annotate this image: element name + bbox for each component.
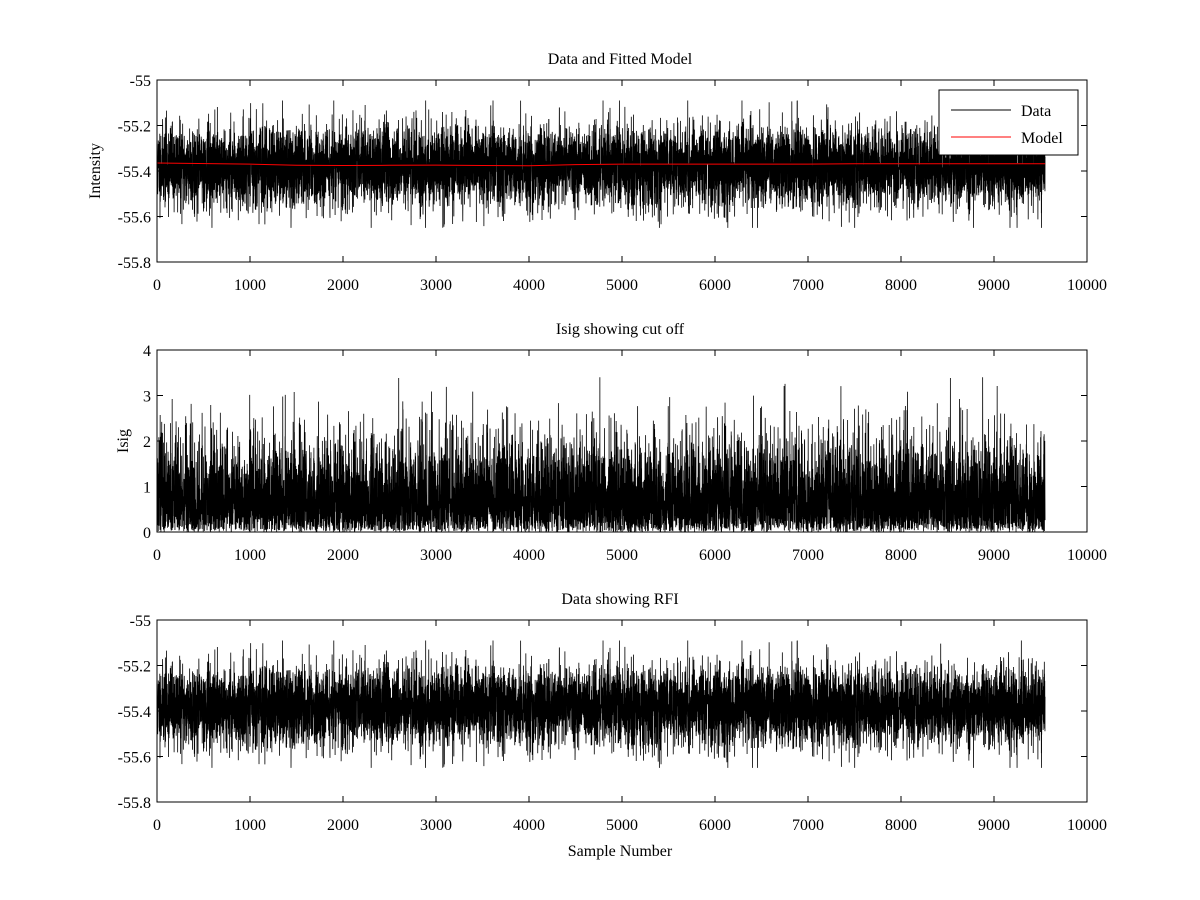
x-tick-label: 8000	[885, 277, 917, 294]
x-tick-label: 5000	[606, 277, 638, 294]
x-tick-label: 6000	[699, 277, 731, 294]
x-tick-label: 6000	[699, 817, 731, 834]
subplot-title: Data and Fitted Model	[548, 51, 693, 68]
series-model	[157, 162, 1046, 167]
subplot-title: Isig showing cut off	[556, 321, 685, 338]
legend-label-model: Model	[1021, 130, 1063, 147]
x-tick-label: 1000	[234, 817, 266, 834]
x-tick-label: 4000	[513, 277, 545, 294]
x-tick-label: 2000	[327, 817, 359, 834]
y-tick-label: -55.4	[118, 704, 151, 721]
y-tick-label: -55.2	[118, 119, 151, 136]
x-tick-label: 0	[153, 547, 161, 564]
x-tick-label: 10000	[1067, 817, 1107, 834]
y-tick-label: 3	[143, 389, 151, 406]
y-axis-label: Isig	[115, 429, 132, 453]
subplot-title: Data showing RFI	[561, 591, 678, 608]
x-tick-label: 0	[153, 817, 161, 834]
x-tick-label: 9000	[978, 547, 1010, 564]
x-tick-label: 1000	[234, 277, 266, 294]
y-tick-label: -55.6	[118, 210, 151, 227]
legend-box	[938, 89, 1079, 156]
x-tick-label: 1000	[234, 547, 266, 564]
series-isig	[157, 377, 1046, 532]
x-tick-label: 6000	[699, 547, 731, 564]
x-tick-label: 9000	[978, 277, 1010, 294]
x-tick-label: 8000	[885, 547, 917, 564]
y-tick-label: 0	[143, 525, 151, 542]
x-tick-label: 2000	[327, 547, 359, 564]
y-tick-label: -55.6	[118, 750, 151, 767]
y-tick-label: -55.2	[118, 659, 151, 676]
y-tick-label: -55	[130, 613, 151, 630]
subplot-data-and-fitted-model: Data and Fitted Model Intensity 0 1000 200…	[87, 51, 1107, 294]
legend-label-data: Data	[1021, 103, 1051, 120]
x-tick-label: 10000	[1067, 277, 1107, 294]
x-tick-label: 4000	[513, 817, 545, 834]
series-data	[157, 640, 1046, 768]
x-tick-label: 7000	[792, 277, 824, 294]
subplot-data-showing-rfi: Data showing RFI Sample Number 0 1000 2000…	[118, 591, 1107, 860]
x-tick-label: 9000	[978, 817, 1010, 834]
x-tick-label: 3000	[420, 817, 452, 834]
y-tick-label: -55	[130, 73, 151, 90]
y-tick-label: 1	[143, 480, 151, 497]
x-tick-label: 2000	[327, 277, 359, 294]
x-tick-label: 8000	[885, 817, 917, 834]
x-tick-label: 10000	[1067, 547, 1107, 564]
subplot-isig-cut-off: Isig showing cut off Isig 0 1000 2000 3000 4…	[115, 321, 1107, 564]
y-tick-label: 2	[143, 434, 151, 451]
y-tick-label: -55.8	[118, 795, 151, 812]
x-tick-label: 7000	[792, 547, 824, 564]
x-tick-label: 4000	[513, 547, 545, 564]
y-tick-label: 4	[143, 343, 151, 360]
x-tick-label: 5000	[606, 547, 638, 564]
series-data	[157, 100, 1046, 228]
y-tick-label: -55.4	[118, 164, 151, 181]
y-tick-label: -55.8	[118, 255, 151, 272]
x-axis-label: Sample Number	[568, 843, 673, 860]
y-axis-label: Intensity	[87, 143, 104, 199]
x-tick-label: 3000	[420, 277, 452, 294]
x-tick-label: 5000	[606, 817, 638, 834]
legend: Data Model	[938, 89, 1079, 156]
x-tick-label: 0	[153, 277, 161, 294]
x-tick-label: 7000	[792, 817, 824, 834]
x-tick-label: 3000	[420, 547, 452, 564]
